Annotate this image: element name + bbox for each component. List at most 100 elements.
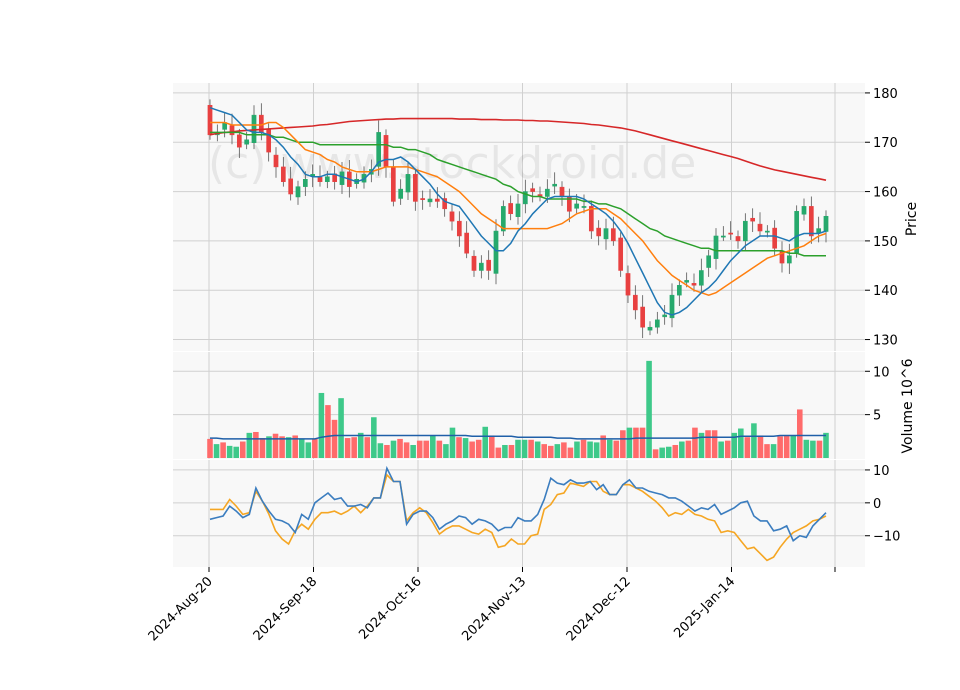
candle-body (383, 135, 389, 168)
candle-body (229, 125, 235, 136)
candle-body (236, 134, 242, 148)
volume-bar (731, 432, 738, 458)
volume-bar (285, 437, 292, 458)
candle-body (801, 206, 807, 215)
candle-body (493, 230, 499, 274)
candle-body (640, 306, 646, 328)
volume-tick-label: 5 (873, 409, 881, 424)
volume-bar (220, 442, 226, 458)
candle-body (552, 183, 558, 187)
candle-body (618, 237, 624, 271)
date-tick-label: 2024-Nov-13 (459, 574, 529, 644)
candle-body (442, 198, 448, 210)
grid-lines (173, 83, 865, 567)
candle-body (676, 285, 682, 296)
candle-body (273, 154, 279, 168)
price-axis-label: Price (904, 202, 920, 236)
date-tick-label: 2024-Sep-18 (251, 574, 321, 644)
candle-body (295, 186, 301, 198)
candle-body (698, 270, 704, 286)
volume-bar (574, 441, 580, 458)
candle-body (728, 232, 734, 235)
oscillator-panel-bg (173, 460, 865, 567)
volume-bar (672, 444, 679, 458)
volume-bar (665, 446, 672, 458)
volume-bar (502, 444, 508, 458)
volume-bar (639, 427, 646, 458)
volume-bar (547, 445, 554, 458)
candle-body (486, 259, 492, 271)
volume-bar (751, 423, 757, 458)
volume-bar (495, 447, 502, 458)
volume-bar (338, 398, 344, 458)
candle-body (207, 105, 213, 136)
candle-body (280, 166, 286, 182)
volume-bar (482, 426, 489, 458)
candle-body (581, 206, 587, 208)
price-tick-label: 140 (873, 284, 898, 299)
candle-body (412, 174, 418, 202)
volume-bar (659, 447, 665, 458)
volume-bar (797, 409, 803, 458)
volume-bar (711, 430, 718, 458)
date-tick-label: 2024-Dec-12 (564, 574, 634, 644)
candle-body (757, 223, 763, 232)
volume-bar (318, 392, 325, 458)
candle-body (427, 198, 433, 203)
candle-body (420, 198, 426, 200)
volume-bar (692, 427, 698, 458)
candle-body (324, 176, 330, 182)
candle-body (772, 227, 778, 249)
volume-bar (233, 446, 239, 458)
candle-body (244, 139, 250, 145)
candle-body (669, 294, 675, 319)
volume-bar (272, 433, 279, 458)
volume-bar (207, 438, 213, 458)
volume-bar (580, 439, 587, 458)
volume-bar (724, 440, 731, 458)
candle-body (742, 220, 748, 242)
volume-bar (803, 439, 810, 458)
volume-bar (305, 442, 312, 458)
candle-body (398, 188, 404, 199)
price-tick-label: 170 (873, 136, 898, 151)
volume-bar (298, 438, 305, 458)
volume-bar (377, 443, 384, 458)
volume-bar (764, 444, 770, 458)
volume-bar (613, 440, 620, 458)
volume-bar (279, 436, 285, 458)
candle-body (647, 326, 653, 331)
oscillator-blue-line (209, 465, 827, 542)
volume-bar (777, 436, 783, 458)
volume-bar (246, 432, 253, 458)
candle-body (508, 203, 514, 215)
candle-body (376, 132, 382, 167)
volume-bar (528, 439, 534, 458)
candle-body (390, 166, 396, 202)
date-tick-label: 2024-Oct-16 (356, 574, 424, 642)
volume-bar (770, 444, 777, 458)
volume-bar (430, 435, 436, 458)
volume-bar (783, 435, 790, 458)
volume-bar (744, 437, 751, 458)
price-panel (207, 99, 829, 339)
candle-body (515, 203, 521, 217)
price-tick-label: 150 (873, 235, 898, 250)
volume-bar (738, 428, 744, 458)
price-tick-label: 180 (873, 87, 898, 102)
volume-bar (371, 417, 377, 458)
candle-body (706, 255, 712, 268)
volume-bar (606, 439, 613, 458)
oscillator-orange-line (210, 473, 827, 562)
candle-body (794, 211, 800, 253)
volume-ma-line (210, 434, 826, 440)
candle-body (266, 129, 272, 153)
candle-body (559, 186, 565, 197)
oscillator-tick-label: 10 (873, 464, 890, 479)
volume-bar (685, 440, 692, 458)
volume-bar (757, 435, 764, 458)
volume-bar (521, 439, 528, 458)
volume-bar (410, 444, 416, 458)
candle-body (500, 206, 506, 232)
volume-panel (207, 360, 829, 458)
